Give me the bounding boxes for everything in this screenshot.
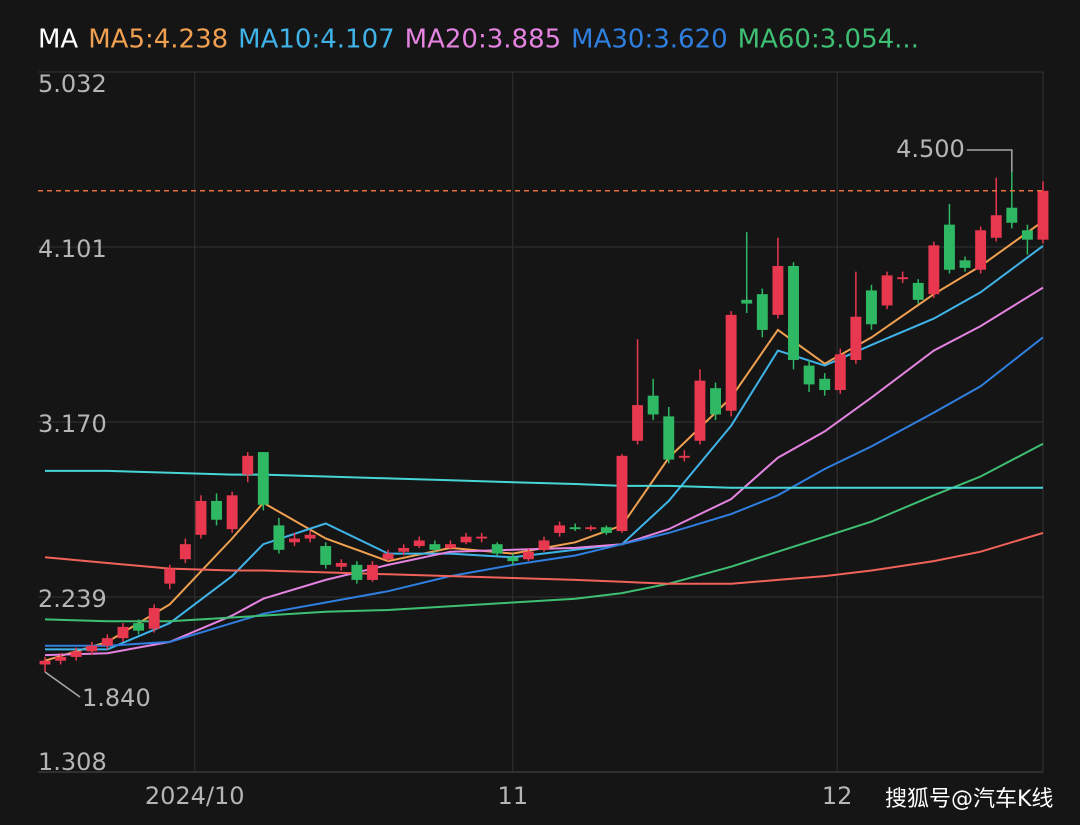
candle-body <box>335 562 347 567</box>
candle-body <box>959 260 971 268</box>
y-tick-label: 2.239 <box>38 585 107 613</box>
candle-body <box>663 416 675 460</box>
candle-body <box>756 294 768 330</box>
candle-body <box>382 553 394 560</box>
candle-body <box>491 544 503 554</box>
candle-body <box>148 608 160 629</box>
candle-body <box>632 405 644 441</box>
legend-entry: MA30:3.620 <box>571 25 728 55</box>
x-tick-label: 12 <box>822 782 853 810</box>
candle-body <box>1006 207 1018 223</box>
candle-body <box>460 536 472 543</box>
legend-title: MA <box>38 25 78 55</box>
candle-body <box>242 455 254 475</box>
annotation-pointer <box>966 149 1013 172</box>
candle-body <box>1021 230 1033 240</box>
candle-body <box>554 525 566 533</box>
candle-body <box>694 380 706 441</box>
candle-body <box>179 544 191 560</box>
candle-body <box>101 638 113 646</box>
candle-body <box>819 378 831 391</box>
candle-body <box>39 660 51 665</box>
annotation-pointer <box>44 671 81 698</box>
candle-body <box>897 277 909 280</box>
candle-body <box>429 544 441 550</box>
y-tick-label: 4.101 <box>38 235 107 263</box>
candle-body <box>1037 190 1049 240</box>
candle-body <box>850 316 862 360</box>
candle-body <box>866 290 877 325</box>
watermark: 搜狐号@汽车K线 <box>885 787 1053 812</box>
ma-line <box>44 286 1044 657</box>
y-tick-label: 1.308 <box>38 748 107 776</box>
candle-body <box>538 540 550 550</box>
candle-body <box>803 365 815 385</box>
candle-body <box>647 395 659 415</box>
y-tick-label: 5.032 <box>38 70 107 98</box>
candle-body <box>320 546 332 565</box>
candle-body <box>507 557 519 562</box>
candle-body <box>600 527 612 533</box>
candle-body <box>226 495 238 530</box>
candle-body <box>522 551 534 560</box>
candle-body <box>273 525 285 550</box>
candle-body <box>975 230 987 270</box>
candle-body <box>585 527 597 530</box>
candle-body <box>211 500 223 520</box>
candle-body <box>928 245 940 295</box>
ma-line <box>45 245 1044 651</box>
candle-body <box>741 299 753 304</box>
candle-body <box>990 215 1002 238</box>
candle-body <box>772 265 784 315</box>
ma-line <box>44 531 1044 585</box>
candle-body <box>86 645 98 652</box>
candle-body <box>55 656 67 661</box>
ma-line <box>44 220 1044 662</box>
candle-body <box>788 265 799 360</box>
legend-entry: MA10:4.107 <box>238 25 395 55</box>
x-tick-label: 11 <box>498 782 529 810</box>
candle-body <box>710 388 721 415</box>
candle-body <box>398 547 410 552</box>
candle-body <box>834 354 846 391</box>
legend-entry: MA60:3.054... <box>738 25 919 55</box>
y-tick-label: 3.170 <box>38 410 107 438</box>
candle-body <box>367 564 378 580</box>
candle-body <box>133 623 145 631</box>
candle-body <box>616 455 628 532</box>
candle-body <box>164 568 176 584</box>
ma-line <box>45 469 1043 489</box>
annotation-label: 1.840 <box>82 684 151 712</box>
annotation-label: 4.500 <box>896 135 965 163</box>
candle-body <box>881 275 893 306</box>
candle-body <box>257 452 269 505</box>
legend-entry: MA20:3.885 <box>405 25 562 55</box>
candle-body <box>413 540 425 547</box>
candle-body <box>304 534 316 539</box>
candle-body <box>117 626 129 639</box>
candle-body <box>912 282 924 300</box>
candle-body <box>70 651 82 657</box>
candle-body <box>195 500 207 535</box>
candle-body <box>943 224 955 270</box>
candle-body <box>351 564 363 580</box>
x-tick-label: 2024/10 <box>145 782 245 810</box>
candle-body <box>678 455 690 458</box>
legend-entry: MA5:4.238 <box>88 25 228 55</box>
candle-body <box>725 314 737 411</box>
candle-body <box>444 544 456 548</box>
ma-line <box>44 442 1044 623</box>
candle-body <box>289 538 300 543</box>
ma-line <box>45 336 1044 647</box>
candle-body <box>569 527 581 530</box>
candle-body <box>476 536 488 539</box>
